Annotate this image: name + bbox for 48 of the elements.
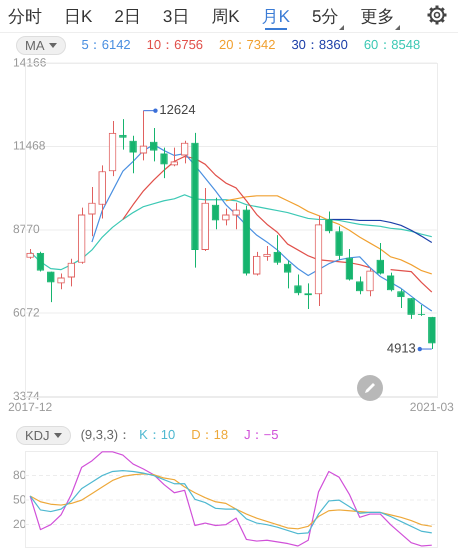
y-tick-label: 8770 (13, 222, 40, 236)
text: 4913 (386, 340, 416, 356)
candlestick (407, 298, 415, 320)
candlestick (335, 226, 343, 260)
candlestick (212, 197, 220, 230)
text: 12624 (159, 102, 196, 118)
candlestick (366, 268, 374, 297)
candlestick (36, 251, 44, 272)
candlestick (170, 147, 178, 167)
legend-title: MA (25, 38, 44, 52)
y-tick-label: 6072 (13, 306, 40, 320)
text: 分时 (8, 6, 42, 28)
candlestick (397, 288, 405, 309)
text: 10：6756 (146, 36, 204, 54)
text: 5分 (312, 6, 338, 28)
candlestick (119, 118, 127, 150)
text: 20：7342 (219, 36, 276, 54)
text: 月K (262, 6, 290, 28)
candlestick (140, 110, 148, 161)
text: 3日 (162, 6, 190, 28)
candlestick (346, 248, 354, 281)
text: 30：8360 (291, 36, 348, 54)
x-tick-label: 2021-03 (410, 400, 454, 414)
text: D：18 (191, 426, 228, 444)
candlestick (284, 260, 292, 289)
text: 60：8548 (364, 36, 420, 54)
candlestick (68, 258, 76, 287)
candlestick (253, 251, 260, 276)
text: (9,3,3)： (80, 426, 132, 444)
text: 日K (64, 6, 92, 28)
y-tick-label: 11468 (13, 138, 46, 153)
legend-title: KDJ (25, 428, 50, 442)
candlestick (160, 147, 168, 179)
candlestick (129, 135, 137, 174)
text: 5：6142 (82, 36, 131, 54)
text: 更多 (360, 6, 394, 28)
text: 2日 (114, 6, 141, 28)
x-tick-label: 2017-12 (8, 400, 52, 414)
candlestick (376, 242, 384, 276)
candlestick (386, 272, 394, 292)
candlestick (180, 140, 188, 164)
candlestick (263, 246, 271, 262)
text: K：10 (139, 426, 176, 444)
candlestick (150, 127, 158, 162)
candlestick (232, 202, 240, 230)
text: 周K (211, 6, 240, 28)
text: J：−5 (244, 426, 278, 444)
candlestick (294, 274, 302, 296)
